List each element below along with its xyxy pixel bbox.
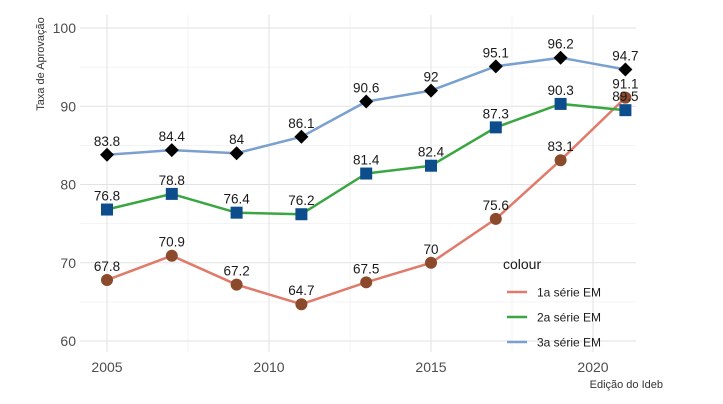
x-tick-label: 2015 [415, 359, 446, 375]
data-label-2: 78.8 [159, 173, 185, 188]
data-label-3: 84.4 [159, 129, 186, 144]
data-label-1: 64.7 [288, 283, 314, 298]
data-point-3 [359, 94, 374, 109]
data-point-2 [165, 187, 178, 200]
data-label-2: 76.8 [94, 189, 120, 204]
x-tick-label: 2005 [91, 359, 122, 375]
data-label-1: 70 [423, 242, 438, 257]
data-point-1 [425, 256, 437, 269]
data-label-3: 96.2 [547, 37, 573, 52]
data-point-1 [230, 278, 243, 291]
y-tick-label: 90 [60, 98, 76, 114]
data-label-1: 67.5 [353, 261, 379, 276]
data-point-2 [554, 97, 567, 110]
data-label-3: 95.1 [483, 45, 509, 60]
data-point-2 [230, 206, 243, 219]
x-axis-ticks: 2005 2010 2015 2020 [91, 359, 608, 375]
data-label-1: 67.8 [94, 259, 120, 274]
data-label-2: 89.5 [612, 89, 638, 104]
data-label-3: 84 [229, 132, 245, 147]
data-point-1 [554, 154, 567, 167]
data-point-1 [165, 249, 178, 262]
data-point-3 [294, 129, 309, 144]
y-tick-label: 60 [60, 333, 76, 349]
data-label-2: 76.4 [223, 192, 250, 207]
x-tick-label: 2020 [577, 359, 608, 375]
data-point-2 [360, 167, 373, 180]
x-axis-title: Edição do Ideb [590, 379, 663, 391]
y-tick-label: 80 [60, 177, 76, 193]
data-label-3: 90.6 [353, 81, 379, 96]
data-label-1: 67.2 [223, 264, 249, 279]
data-label-1: 83.1 [547, 139, 573, 154]
y-axis-ticks: 60 70 80 90 100 [53, 20, 77, 349]
data-point-2 [101, 203, 113, 216]
data-point-3 [488, 59, 503, 74]
legend-items: 1a série EM 2a série EM 3a série EM [507, 286, 601, 350]
data-point-3 [553, 50, 568, 65]
data-point-1 [619, 91, 632, 104]
data-label-3: 86.1 [288, 116, 314, 131]
y-axis-title: Taxa de Aprovação [35, 17, 47, 111]
data-label-3: 94.7 [612, 48, 638, 63]
x-tick-label: 2010 [253, 359, 284, 375]
data-point-2 [489, 121, 502, 134]
data-point-1 [360, 276, 373, 289]
data-label-3: 83.8 [94, 134, 120, 149]
data-label-3: 92 [423, 70, 438, 85]
legend-title: colour [503, 256, 541, 272]
data-point-3 [229, 146, 244, 161]
data-point-2 [425, 159, 437, 172]
data-point-3 [618, 62, 633, 77]
legend-label-1: 1a série EM [537, 286, 601, 300]
data-point-1 [489, 212, 502, 225]
data-label-2: 81.4 [353, 153, 380, 168]
data-labels: 67.8 70.9 67.2 64.7 67.5 70 75.6 83.1 91.1 76.8 78… [94, 37, 639, 298]
data-label-2: 76.2 [288, 193, 314, 208]
y-tick-label: 70 [60, 255, 76, 271]
data-label-2: 90.3 [547, 83, 573, 98]
data-label-1: 70.9 [159, 235, 185, 250]
legend: colour 1a série EM 2a série EM 3a série EM [503, 256, 601, 350]
data-point-3 [424, 83, 438, 98]
legend-label-2: 2a série EM [537, 311, 601, 325]
data-label-1: 75.6 [483, 198, 509, 213]
data-point-1 [101, 273, 113, 286]
y-tick-label: 100 [53, 20, 77, 36]
data-point-1 [295, 298, 308, 311]
data-label-2: 82.4 [418, 145, 445, 160]
data-point-2 [295, 208, 308, 221]
data-label-2: 87.3 [483, 106, 509, 121]
data-point-3 [100, 147, 114, 162]
data-point-3 [164, 143, 179, 158]
legend-label-3: 3a série EM [537, 336, 601, 350]
series-markers [100, 50, 633, 311]
data-point-2 [619, 104, 632, 117]
data-label-1: 91.1 [612, 77, 638, 92]
